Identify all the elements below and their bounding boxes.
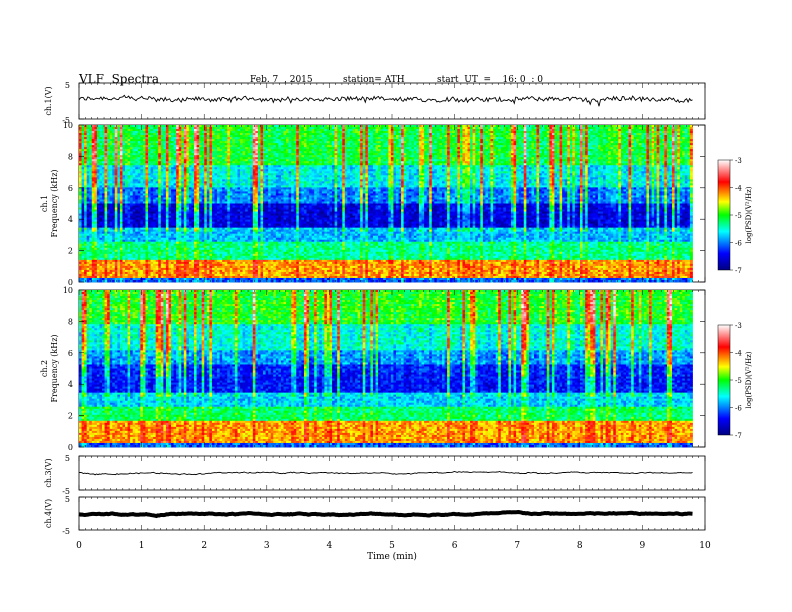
figure-canvas: 5-5ch.1(V)0246810ch.1 Frequency (kHz)0246…: [0, 0, 792, 612]
spectrogram-layer: [79, 125, 693, 447]
frame-ch3-waveform: [79, 456, 705, 490]
